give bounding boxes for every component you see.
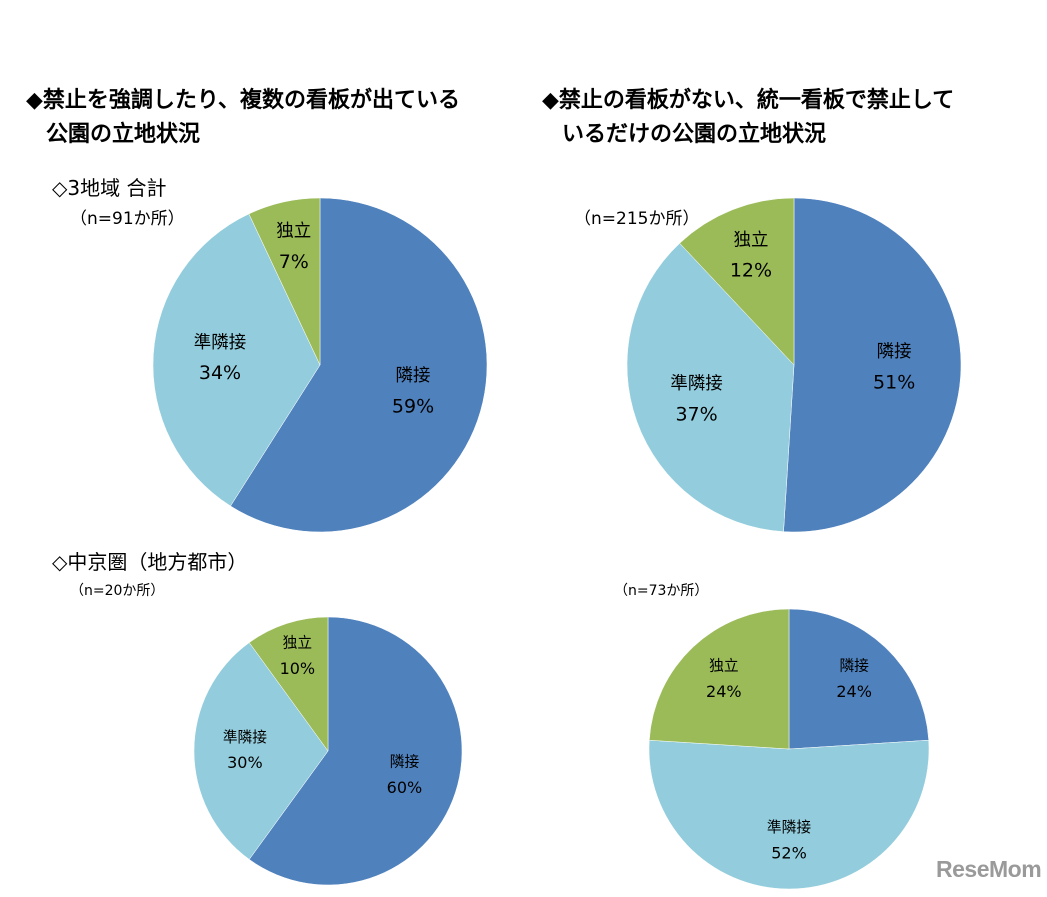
pie-slice-independent bbox=[649, 608, 790, 750]
slice-label-adjacent: 隣接 bbox=[839, 657, 869, 674]
slice-label-semi-adjacent: 準隣接 bbox=[670, 374, 722, 394]
heading-left: ◆禁止を強調したり、複数の看板が出ている 公園の立地状況 bbox=[26, 84, 460, 152]
slice-value-independent: 10% bbox=[280, 659, 316, 678]
slice-value-semi-adjacent: 37% bbox=[675, 403, 717, 425]
slice-value-adjacent: 59% bbox=[392, 395, 434, 417]
pie-slice-semi-adjacent bbox=[193, 642, 329, 860]
slice-label-adjacent: 隣接 bbox=[877, 342, 912, 362]
subhead-chukyo: ◇中京圏（地方都市） bbox=[52, 550, 248, 574]
slice-label-semi-adjacent: 準隣接 bbox=[767, 819, 811, 836]
pie-slice-adjacent bbox=[788, 608, 929, 750]
pie-slice-adjacent bbox=[248, 616, 463, 886]
slice-label-independent: 独立 bbox=[276, 222, 311, 242]
pie-slice-independent bbox=[679, 197, 795, 366]
pie-slice-adjacent bbox=[783, 197, 962, 533]
slice-label-independent: 独立 bbox=[733, 230, 768, 250]
heading-left-line2: 公園の立地状況 bbox=[46, 122, 201, 147]
pie-chart-4: 隣接 24% 準隣接 52% 独立 24% bbox=[648, 608, 930, 890]
sample-size-top-left: （n=91か所） bbox=[70, 209, 185, 229]
slice-label-semi-adjacent: 準隣接 bbox=[194, 333, 246, 353]
pie-slice-independent bbox=[248, 197, 321, 366]
resemom-logo: ReseMom bbox=[936, 856, 1042, 882]
pie-slice-independent bbox=[248, 616, 329, 752]
slice-value-adjacent: 60% bbox=[387, 778, 423, 797]
sample-size-bottom-left: （n=20か所） bbox=[70, 583, 165, 599]
slice-value-semi-adjacent: 30% bbox=[227, 753, 263, 772]
slice-value-independent: 7% bbox=[279, 251, 309, 273]
pie-chart-1: 隣接 59% 準隣接 34% 独立 7% bbox=[152, 197, 488, 533]
slice-value-semi-adjacent: 34% bbox=[199, 362, 241, 384]
pie-slice-semi-adjacent bbox=[626, 242, 795, 532]
pie-chart-2: 隣接 51% 準隣接 37% 独立 12% bbox=[626, 197, 962, 533]
heading-right-line2: いるだけの公園の立地状況 bbox=[562, 122, 827, 147]
slice-value-semi-adjacent: 52% bbox=[771, 844, 807, 863]
slice-label-adjacent: 隣接 bbox=[390, 754, 420, 771]
slice-value-independent: 24% bbox=[706, 682, 742, 701]
subhead-total: ◇3地域 合計 bbox=[52, 176, 167, 200]
pie-slice-semi-adjacent bbox=[152, 213, 321, 507]
slice-value-adjacent: 24% bbox=[836, 682, 872, 701]
heading-right-line1: ◆禁止の看板がない、統一看板で禁止して bbox=[542, 88, 955, 113]
pie-chart-3: 隣接 60% 準隣接 30% 独立 10% bbox=[193, 616, 463, 886]
pie-slice-adjacent bbox=[230, 197, 488, 533]
slice-label-independent: 独立 bbox=[283, 634, 312, 651]
slice-value-adjacent: 51% bbox=[873, 372, 915, 394]
pie-slice-semi-adjacent bbox=[648, 739, 930, 890]
sample-size-bottom-right: （n=73か所） bbox=[614, 583, 709, 599]
slice-label-adjacent: 隣接 bbox=[396, 366, 431, 386]
slice-label-semi-adjacent: 準隣接 bbox=[223, 729, 267, 746]
heading-right: ◆禁止の看板がない、統一看板で禁止して いるだけの公園の立地状況 bbox=[542, 84, 954, 152]
slice-label-independent: 独立 bbox=[709, 657, 738, 674]
sample-size-top-right: （n=215か所） bbox=[574, 209, 700, 229]
slice-value-independent: 12% bbox=[730, 260, 772, 282]
heading-left-line1: ◆禁止を強調したり、複数の看板が出ている bbox=[26, 88, 461, 113]
